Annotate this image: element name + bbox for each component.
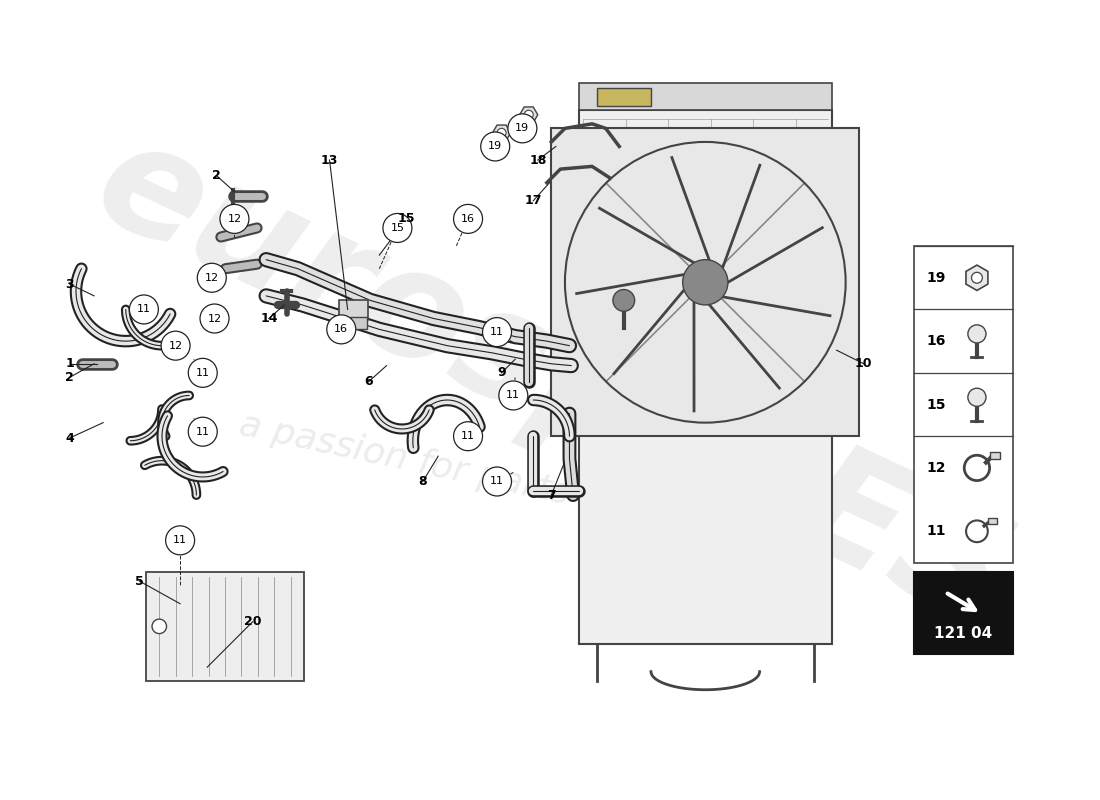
Text: 11: 11	[490, 477, 504, 486]
Text: 121 04: 121 04	[934, 626, 992, 641]
Circle shape	[508, 114, 537, 143]
Text: 9: 9	[497, 366, 506, 379]
Bar	[596, 88, 651, 106]
Bar	[350, 317, 366, 330]
Circle shape	[481, 132, 509, 161]
Circle shape	[197, 263, 227, 292]
Polygon shape	[493, 125, 510, 141]
Circle shape	[525, 110, 533, 119]
Text: 3: 3	[65, 278, 74, 290]
Text: 11: 11	[506, 390, 520, 401]
Circle shape	[453, 205, 483, 234]
Text: 18: 18	[529, 154, 547, 166]
Text: 6: 6	[364, 375, 373, 388]
Bar	[579, 83, 832, 110]
Polygon shape	[519, 107, 538, 122]
Circle shape	[497, 128, 506, 138]
Circle shape	[498, 381, 528, 410]
Text: 19: 19	[488, 142, 503, 151]
Text: 7: 7	[547, 489, 556, 502]
Text: 16: 16	[334, 324, 349, 334]
Bar	[145, 572, 305, 681]
Bar	[579, 110, 832, 645]
Bar	[913, 246, 1013, 563]
Text: 4: 4	[65, 431, 74, 445]
Text: 15: 15	[926, 398, 946, 411]
Text: 1: 1	[65, 358, 74, 370]
Circle shape	[968, 325, 986, 343]
Circle shape	[383, 214, 411, 242]
Polygon shape	[966, 265, 988, 290]
Text: 19: 19	[515, 123, 529, 134]
Circle shape	[968, 388, 986, 406]
Text: a passion for parts since 1985: a passion for parts since 1985	[235, 408, 777, 555]
Circle shape	[483, 318, 512, 346]
Text: 12: 12	[228, 214, 242, 224]
Text: 11: 11	[196, 426, 210, 437]
Circle shape	[971, 272, 982, 283]
Circle shape	[161, 331, 190, 360]
Text: 12: 12	[205, 273, 219, 282]
Text: 12: 12	[926, 461, 946, 475]
Circle shape	[683, 260, 728, 305]
Circle shape	[188, 418, 217, 446]
Text: 19: 19	[926, 270, 946, 285]
Text: 11: 11	[490, 327, 504, 337]
Text: 12: 12	[168, 341, 183, 350]
Text: 11: 11	[461, 431, 475, 442]
Text: 17: 17	[525, 194, 542, 207]
Circle shape	[188, 358, 217, 387]
Text: 12: 12	[208, 314, 221, 323]
Circle shape	[152, 619, 166, 634]
Text: 15: 15	[398, 213, 415, 226]
Bar	[988, 518, 997, 524]
Text: 11: 11	[173, 535, 187, 546]
Circle shape	[327, 315, 355, 344]
Text: 11: 11	[196, 368, 210, 378]
Circle shape	[453, 422, 483, 450]
Circle shape	[613, 290, 635, 311]
Text: 16: 16	[926, 334, 946, 348]
Text: 2: 2	[212, 169, 221, 182]
Text: 5: 5	[135, 574, 144, 587]
Text: eurosparES: eurosparES	[73, 106, 1030, 658]
Text: 20: 20	[244, 615, 262, 628]
Bar	[551, 128, 859, 436]
Circle shape	[166, 526, 195, 555]
Text: 8: 8	[418, 475, 427, 488]
Text: 11: 11	[136, 305, 151, 314]
Text: 13: 13	[321, 154, 338, 166]
Bar	[339, 300, 367, 320]
Text: 15: 15	[390, 223, 405, 233]
Circle shape	[483, 467, 512, 496]
Circle shape	[200, 304, 229, 333]
Text: 2: 2	[65, 371, 74, 384]
Circle shape	[130, 295, 158, 324]
Bar	[990, 452, 1001, 459]
Text: 11: 11	[926, 524, 946, 538]
Text: 14: 14	[260, 312, 277, 325]
Circle shape	[220, 205, 249, 234]
Text: 10: 10	[855, 358, 872, 370]
Bar	[913, 572, 1013, 654]
Text: 16: 16	[461, 214, 475, 224]
